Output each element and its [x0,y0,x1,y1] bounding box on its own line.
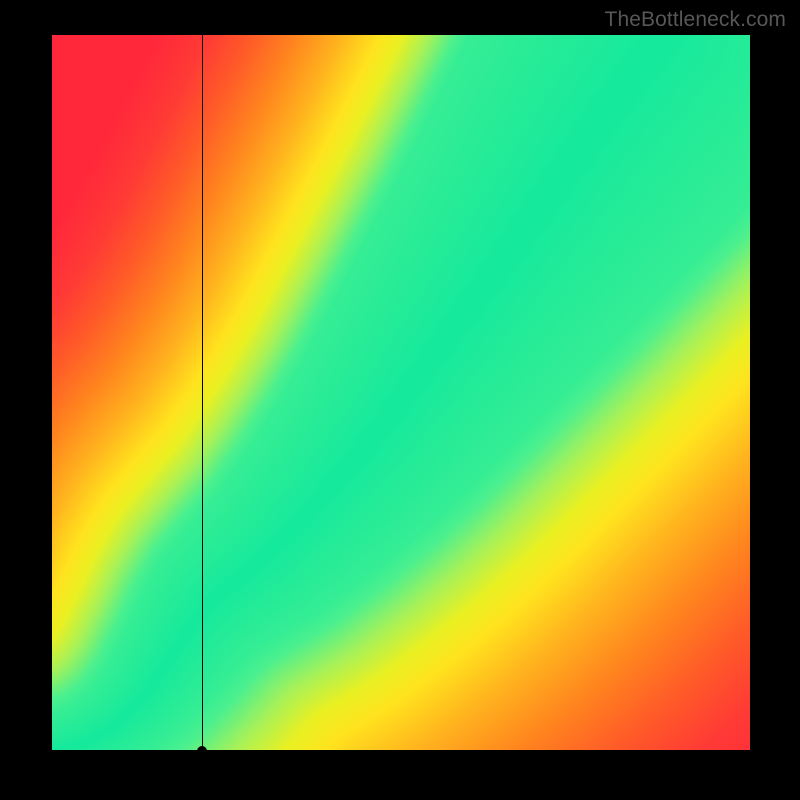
watermark-label: TheBottleneck.com [605,8,786,32]
crosshair-vertical [202,35,203,751]
heatmap-canvas [52,35,750,751]
plot-area [52,35,750,751]
crosshair-dot [197,746,207,756]
crosshair-horizontal [52,750,750,751]
chart-frame: TheBottleneck.com [0,0,800,800]
